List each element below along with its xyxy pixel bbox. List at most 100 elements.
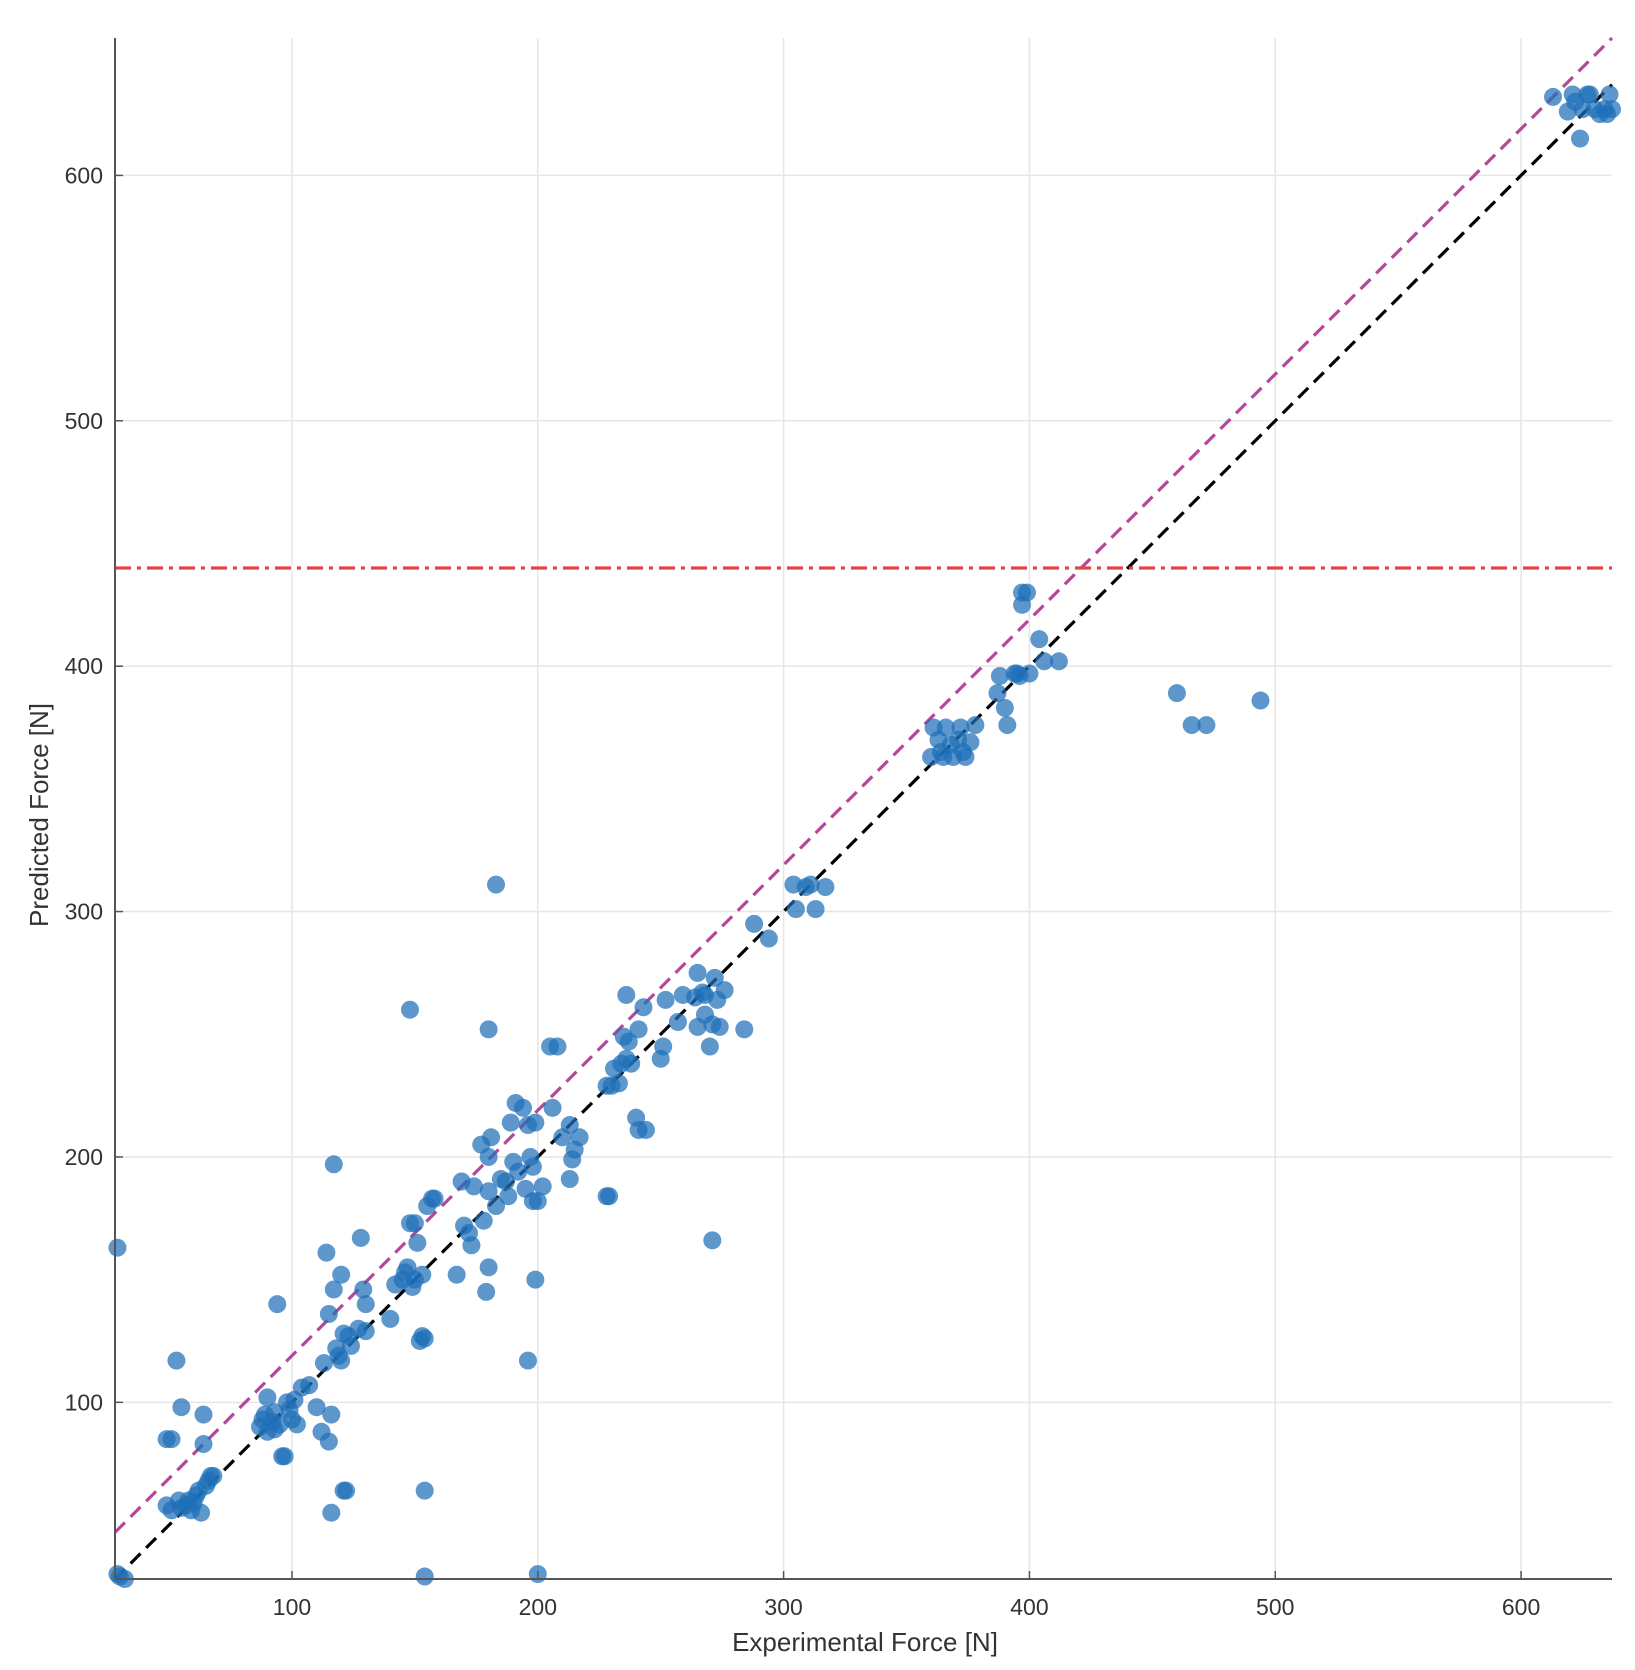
scatter-point — [1580, 85, 1599, 104]
scatter-point — [570, 1128, 589, 1147]
axes: 100 200 300 400 500 600 100 200 300 400 500 600 — [65, 38, 1612, 1620]
scatter-point — [479, 1147, 498, 1166]
scatter-point — [700, 1037, 719, 1056]
scatter-point — [319, 1432, 338, 1451]
scatter-point — [194, 1405, 213, 1424]
x-tick-label: 100 — [273, 1594, 311, 1620]
scatter-point — [332, 1265, 351, 1284]
scatter-point — [192, 1503, 211, 1522]
scatter-point — [998, 716, 1017, 735]
scatter-point — [786, 900, 805, 919]
scatter-point — [936, 718, 955, 737]
scatter-point — [636, 1120, 655, 1139]
scatter-point — [705, 968, 724, 987]
x-tick-label: 300 — [764, 1594, 802, 1620]
scatter-point — [425, 1189, 444, 1208]
scatter-point — [995, 698, 1014, 717]
scatter-point — [560, 1116, 579, 1135]
scatter-point — [474, 1211, 493, 1230]
y-tick-label: 100 — [65, 1389, 103, 1415]
scatter-point — [656, 990, 675, 1009]
scatter-point — [501, 1113, 520, 1132]
scatter-point — [479, 1258, 498, 1277]
scatter-point — [314, 1354, 333, 1373]
scatter-point — [1251, 691, 1270, 710]
scatter-point — [324, 1280, 343, 1299]
scatter-point — [710, 1017, 729, 1036]
scatter-point — [499, 1187, 518, 1206]
scatter-point — [405, 1214, 424, 1233]
scatter-point — [300, 1376, 319, 1395]
scatter-point — [172, 1398, 191, 1417]
y-tick-label: 600 — [65, 162, 103, 188]
scatter-point — [479, 1182, 498, 1201]
scatter-point — [341, 1336, 360, 1355]
scatter-point — [258, 1388, 277, 1407]
scatter-point — [1197, 716, 1216, 735]
scatter-point — [634, 998, 653, 1017]
scatter-point — [322, 1405, 341, 1424]
scatter-point — [356, 1295, 375, 1314]
scatter-point — [332, 1351, 351, 1370]
scatter-point — [745, 914, 764, 933]
x-tick-label: 600 — [1502, 1594, 1540, 1620]
scatter-point — [560, 1170, 579, 1189]
scatter-point — [1030, 630, 1049, 649]
scatter-point — [1571, 129, 1590, 148]
y-tick-label: 500 — [65, 408, 103, 434]
scatter-point — [654, 1037, 673, 1056]
scatter-point — [1049, 652, 1068, 671]
scatter-point — [319, 1304, 338, 1323]
scatter-point — [496, 1172, 515, 1191]
y-axis-label: Predicted Force [N] — [24, 703, 54, 927]
x-tick-label: 400 — [1010, 1594, 1048, 1620]
scatter-point — [759, 929, 778, 948]
scatter-point — [317, 1243, 336, 1262]
scatter-point — [548, 1037, 567, 1056]
scatter-point — [629, 1020, 648, 1039]
scatter-point — [167, 1351, 186, 1370]
y-tick-label: 400 — [65, 653, 103, 679]
scatter-point — [408, 1233, 427, 1252]
scatter-point — [526, 1270, 545, 1289]
scatter-point — [526, 1113, 545, 1132]
scatter-point — [703, 1231, 722, 1250]
scatter-point — [966, 716, 985, 735]
scatter-point — [735, 1020, 754, 1039]
scatter-point — [204, 1466, 223, 1485]
scatter-point — [951, 718, 970, 737]
scatter-point — [609, 1074, 628, 1093]
scatter-point — [990, 666, 1009, 685]
scatter-point — [479, 1020, 498, 1039]
scatter-point — [287, 1415, 306, 1434]
scatter-point — [715, 981, 734, 1000]
scatter-point — [1020, 664, 1039, 683]
x-axis-label: Experimental Force [N] — [732, 1627, 998, 1657]
x-tick-label: 500 — [1256, 1594, 1294, 1620]
x-tick-label: 200 — [519, 1594, 557, 1620]
scatter-point — [464, 1177, 483, 1196]
scatter-point — [268, 1295, 287, 1314]
scatter-point — [1167, 684, 1186, 703]
scatter-point — [1603, 100, 1621, 119]
scatter-point — [324, 1155, 343, 1174]
scatter-point — [381, 1309, 400, 1328]
scatter-point — [487, 1197, 506, 1216]
scatter-point — [806, 900, 825, 919]
scatter-point — [415, 1481, 434, 1500]
scatter-point — [617, 985, 636, 1004]
scatter-point — [528, 1192, 547, 1211]
scatter-point — [668, 1012, 687, 1031]
scatter-point — [400, 1000, 419, 1019]
scatter-point — [961, 733, 980, 752]
y-tick-label: 200 — [65, 1144, 103, 1170]
scatter-point — [194, 1435, 213, 1454]
scatter-point — [688, 963, 707, 982]
scatter-point — [108, 1238, 127, 1257]
offset-line — [113, 36, 1614, 1534]
scatter-point — [415, 1329, 434, 1348]
scatter-point — [1544, 87, 1563, 106]
scatter-point — [1035, 652, 1054, 671]
